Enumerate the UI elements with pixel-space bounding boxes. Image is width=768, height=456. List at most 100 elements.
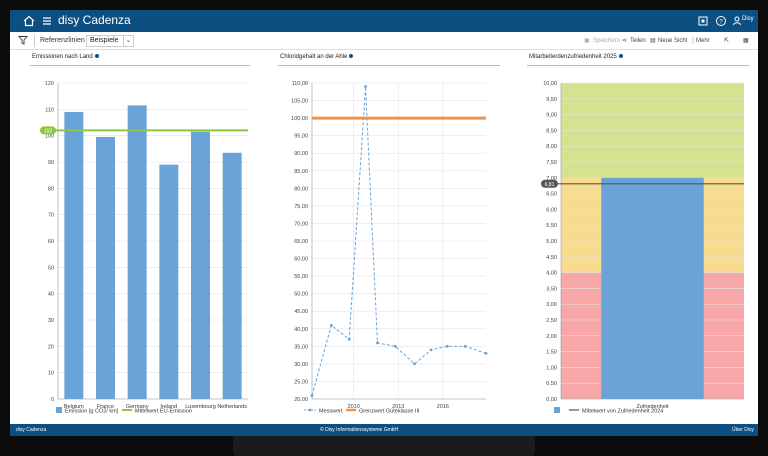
reference-line-value: 102 xyxy=(44,128,53,134)
y-tick-label: 3,00 xyxy=(546,302,557,308)
bar xyxy=(64,111,84,399)
tab-referenzlinien[interactable]: Referenzlinien xyxy=(40,37,85,44)
x-tick-label: Luxembourg xyxy=(185,404,216,410)
y-tick-label: 1,50 xyxy=(546,350,557,356)
svg-text:?: ? xyxy=(719,20,723,26)
y-tick-label: 4,00 xyxy=(546,271,557,277)
user-icon[interactable] xyxy=(730,14,744,28)
y-tick-label: 5,00 xyxy=(546,239,557,245)
info-dot-icon[interactable] xyxy=(618,54,623,59)
reference-line-badge xyxy=(541,179,558,188)
toolbar-divider xyxy=(34,35,35,47)
new-view-icon: ▤ xyxy=(650,38,656,44)
view-select[interactable]: Beispiele ⌄ xyxy=(86,35,134,47)
user-name[interactable]: Disy xyxy=(742,16,754,22)
chevron-down-icon: ⌄ xyxy=(123,36,133,46)
legend-swatch xyxy=(554,407,560,413)
legend-label: Messwert xyxy=(319,409,343,415)
menu-icon[interactable] xyxy=(40,14,54,28)
y-tick-label: 20 xyxy=(48,344,54,350)
home-icon[interactable] xyxy=(22,14,36,28)
footer-about-link[interactable]: Über Disy xyxy=(732,427,754,433)
filter-icon[interactable] xyxy=(18,35,28,49)
info-dot-icon[interactable] xyxy=(349,54,354,59)
x-tick-label: Belgium xyxy=(64,404,84,410)
y-tick-label: 30 xyxy=(48,318,54,324)
reference-line-value: 6,81 xyxy=(545,182,555,188)
panel-title-satisfaction-text: Mitarbeiterdenzufriedenheit 2025 xyxy=(529,54,617,60)
monitor-stand xyxy=(233,436,535,456)
bar xyxy=(222,152,242,399)
legend-swatch xyxy=(308,408,312,412)
x-tick-label: Netherlands xyxy=(217,404,247,410)
layout-icon[interactable]: ▦ xyxy=(743,38,749,44)
y-tick-label: 0,50 xyxy=(546,381,557,387)
app-title: disy Cadenza xyxy=(58,13,131,27)
footer-copyright: © Disy Informationssysteme GmbH xyxy=(320,427,399,433)
y-tick-label: 70 xyxy=(48,213,54,219)
app-footer: disy Cadenza © Disy Informationssysteme … xyxy=(10,424,758,436)
y-tick-label: 95,00 xyxy=(294,134,308,140)
new-view-button[interactable]: Neue Sicht xyxy=(658,38,688,44)
share-button[interactable]: Teilen xyxy=(630,38,646,44)
data-point xyxy=(445,344,449,348)
y-tick-label: 0,00 xyxy=(546,397,557,403)
data-point xyxy=(347,337,351,341)
panel-divider xyxy=(278,65,500,66)
data-point xyxy=(463,344,467,348)
help-icon[interactable]: ? xyxy=(714,14,728,28)
x-tick-label: 2016 xyxy=(437,404,449,410)
embed-icon[interactable] xyxy=(696,14,710,28)
toolbar: Referenzlinien Beispiele ⌄ ▣ Speichern ⋖… xyxy=(10,32,758,50)
y-tick-label: 60 xyxy=(48,239,54,245)
data-point xyxy=(310,394,314,397)
save-button[interactable]: Speichern xyxy=(593,38,621,44)
x-tick-label: Germany xyxy=(126,404,149,410)
y-tick-label: 60,00 xyxy=(294,257,308,263)
data-point xyxy=(376,341,379,345)
bar xyxy=(191,131,210,399)
y-tick-label: 2,00 xyxy=(546,334,557,340)
y-tick-label: 25,00 xyxy=(294,379,308,385)
y-tick-label: 45,00 xyxy=(294,309,308,315)
panel-title-emissions-text: Emissionen nach Land xyxy=(32,54,93,60)
y-tick-label: 50 xyxy=(48,265,54,271)
series-line xyxy=(311,86,487,396)
view-select-value: Beispiele xyxy=(90,37,119,44)
y-tick-label: 6,00 xyxy=(546,207,557,213)
y-tick-label: 90,00 xyxy=(294,151,308,157)
y-tick-label: 65,00 xyxy=(294,239,308,245)
panel-title-chloride-text: Chloridgehalt an der Ahle xyxy=(280,54,348,60)
x-tick-label: 2010 xyxy=(348,404,360,410)
reference-line-badge xyxy=(40,126,56,135)
footer-app-name: disy Cadenza xyxy=(16,427,47,433)
legend-label: Mittelwert EU-Emission xyxy=(135,409,192,415)
data-point xyxy=(429,348,433,352)
data-point xyxy=(329,323,333,327)
y-tick-label: 110,00 xyxy=(292,81,308,87)
y-tick-label: 75,00 xyxy=(294,204,308,210)
export-icon[interactable]: ⇱ xyxy=(724,38,730,44)
y-tick-label: 105,00 xyxy=(291,99,308,105)
x-tick-label: Zufriedenheit xyxy=(636,404,669,410)
chart-emissions: 0 10 20 30 40 50 60 70 80 90 100 110 120 Belgium Franc… xyxy=(40,81,248,415)
y-tick-label: 7,00 xyxy=(546,176,557,182)
panel-divider xyxy=(30,65,250,66)
panel-title-emissions: Emissionen nach Land xyxy=(32,54,99,60)
y-tick-label: 6,50 xyxy=(546,192,557,198)
info-dot-icon[interactable] xyxy=(94,54,99,59)
share-icon: ⋖ xyxy=(622,38,628,44)
y-tick-label: 55,00 xyxy=(294,274,308,280)
y-tick-label: 30,00 xyxy=(294,362,308,368)
legend-label: Grenzwert Güteklasse III xyxy=(359,409,420,415)
more-button[interactable]: Mehr xyxy=(696,38,710,44)
y-tick-label: 110 xyxy=(45,107,54,113)
app-screen: disy Cadenza ? Disy Referenzlinien Beisp… xyxy=(10,10,758,436)
more-icon: ⋮ xyxy=(690,38,696,44)
data-point xyxy=(484,351,488,355)
x-tick-label: Ireland xyxy=(160,404,177,410)
y-tick-label: 70,00 xyxy=(294,221,308,227)
app-header: disy Cadenza ? Disy xyxy=(10,10,758,32)
y-tick-label: 4,50 xyxy=(546,255,557,261)
chart-satisfaction: 0,00 0,50 1,00 1,50 2,00 2,50 3,00 3,50 4,00 4,50… xyxy=(541,81,744,415)
